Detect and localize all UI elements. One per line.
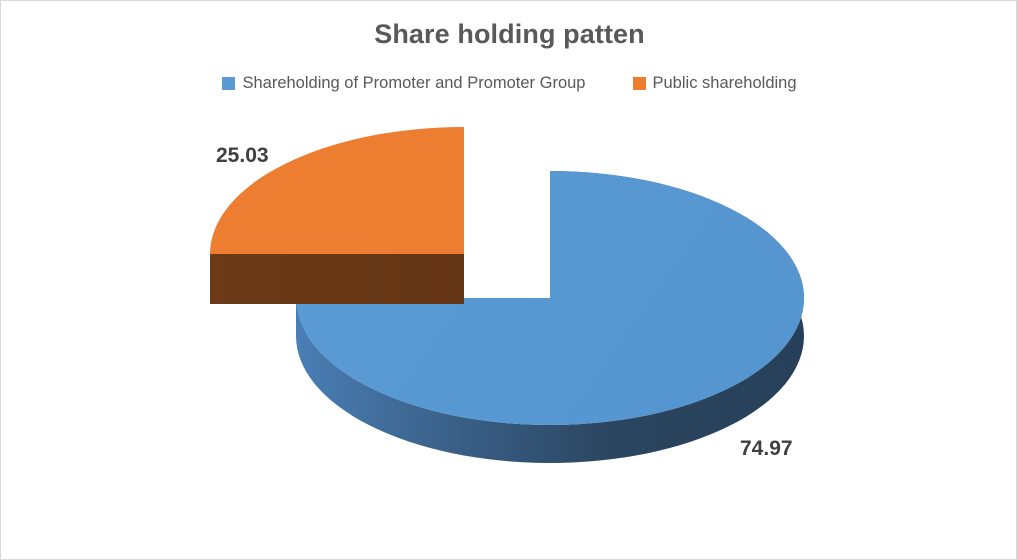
chart-title: Share holding patten <box>374 19 645 49</box>
data-label-promoter: 74.97 <box>740 437 793 460</box>
pie-slice-public-top-face <box>210 127 464 254</box>
chart-legend: Shareholding of Promoter and Promoter Gr… <box>1 74 1016 93</box>
pie-slice-public[interactable] <box>210 127 464 304</box>
pie-slice-promoter[interactable] <box>296 171 804 463</box>
pie-slice-promoter-top-face <box>296 171 804 425</box>
legend-item-public[interactable]: Public shareholding <box>632 74 797 93</box>
legend-item-promoter[interactable]: Shareholding of Promoter and Promoter Gr… <box>222 74 586 93</box>
legend-label-promoter: Shareholding of Promoter and Promoter Gr… <box>242 74 586 92</box>
legend-swatch-public <box>632 77 646 90</box>
pie-slice-public-radius-wall <box>210 254 464 304</box>
legend-label-public: Public shareholding <box>652 74 797 92</box>
legend-swatch-promoter <box>222 77 236 90</box>
data-label-public: 25.03 <box>216 144 269 167</box>
